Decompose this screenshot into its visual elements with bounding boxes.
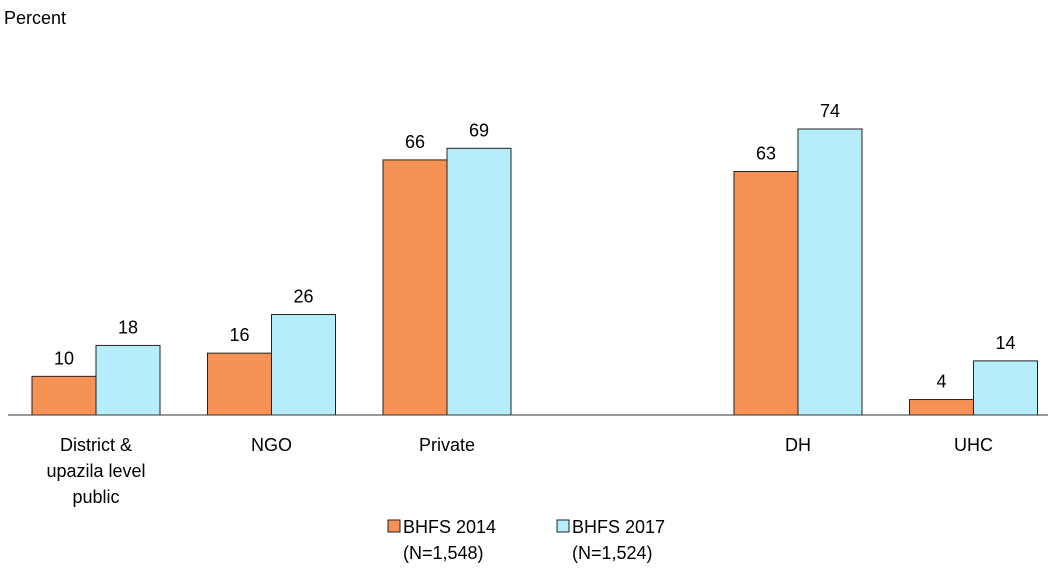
bar [973,360,1038,416]
bar [909,399,974,416]
data-label: 14 [995,333,1015,353]
data-label: 4 [936,372,946,392]
data-label: 74 [820,101,840,121]
bar [95,344,161,416]
data-label: 69 [469,120,489,140]
x-tick-label: District & upazila level public [46,435,145,507]
bar [797,128,863,416]
y-axis-label: Percent [4,8,66,28]
bar [31,375,97,416]
x-tick-label: Private [419,435,475,455]
bar [207,352,272,416]
bar [271,314,336,416]
legend-swatch [387,519,401,533]
bar [382,159,448,416]
x-tick-label: UHC [954,435,993,455]
legend-label: BHFS 2014 (N=1,548) [403,517,496,563]
data-label: 66 [405,132,425,152]
data-label: 63 [756,144,776,164]
bar [733,171,799,416]
bar [446,147,512,416]
data-label: 16 [229,325,249,345]
x-tick-label: DH [785,435,811,455]
legend-swatch [556,519,570,533]
data-label: 26 [293,287,313,307]
data-label: 10 [54,348,74,368]
legend-label: BHFS 2017 (N=1,524) [572,517,665,563]
data-label: 18 [118,317,138,337]
x-tick-label: NGO [251,435,292,455]
